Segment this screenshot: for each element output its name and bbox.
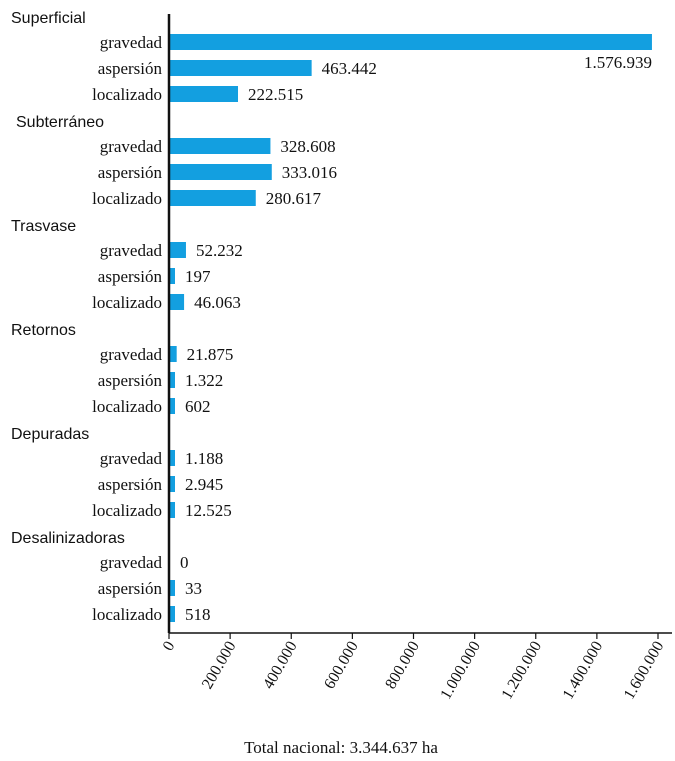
category-label: localizado — [92, 293, 162, 312]
value-label: 12.525 — [185, 501, 232, 520]
group-label: Depuradas — [11, 426, 89, 443]
bar — [170, 450, 175, 466]
bar — [170, 372, 175, 388]
category-label: gravedad — [100, 345, 163, 364]
category-label: aspersión — [98, 267, 163, 286]
value-label: 0 — [180, 553, 189, 572]
value-label: 280.617 — [266, 189, 322, 208]
value-label: 197 — [185, 267, 211, 286]
group-label: Trasvase — [11, 218, 76, 235]
category-label: gravedad — [100, 33, 163, 52]
groups-layer: Superficial gravedad aspersión localizado Su… — [11, 10, 162, 624]
bar — [170, 138, 271, 154]
x-tick-label: 600.000 — [321, 639, 362, 693]
value-label: 463.442 — [322, 59, 377, 78]
category-label: localizado — [92, 189, 162, 208]
group-label: Retornos — [11, 322, 76, 339]
bar — [170, 580, 175, 596]
category-label: localizado — [92, 605, 162, 624]
category-label: aspersión — [98, 579, 163, 598]
bar — [170, 606, 175, 622]
group-label: Subterráneo — [16, 114, 104, 131]
bar — [170, 476, 175, 492]
value-label: 1.322 — [185, 371, 223, 390]
bar — [170, 242, 186, 258]
value-label: 518 — [185, 605, 211, 624]
category-label: aspersión — [98, 371, 163, 390]
group-label: Desalinizadoras — [11, 530, 125, 547]
axis-layer: 0 200.000 400.000 600.000 800.000 1.000.000 1.… — [160, 14, 672, 702]
bar — [170, 294, 185, 310]
category-label: localizado — [92, 501, 162, 520]
bars-layer: 1.576.939 463.442 222.515 328.608 333.016 280… — [170, 34, 652, 624]
value-label: 328.608 — [280, 137, 335, 156]
value-label: 52.232 — [196, 241, 243, 260]
category-label: gravedad — [100, 449, 163, 468]
value-label: 1.576.939 — [584, 53, 652, 72]
x-tick-label: 200.000 — [199, 639, 240, 693]
category-label: aspersión — [98, 59, 163, 78]
bar — [170, 268, 175, 284]
value-label: 602 — [185, 397, 211, 416]
total-footnote: Total nacional: 3.344.637 ha — [244, 738, 438, 757]
x-tick-label: 1.400.000 — [560, 639, 607, 703]
bar — [170, 34, 652, 50]
x-tick-label: 400.000 — [260, 639, 301, 693]
x-tick-label: 1.000.000 — [437, 639, 484, 703]
bar — [170, 502, 175, 518]
bar — [170, 86, 239, 102]
category-label: aspersión — [98, 163, 163, 182]
x-tick-label: 1.600.000 — [621, 639, 668, 703]
value-label: 2.945 — [185, 475, 223, 494]
bar — [170, 60, 312, 76]
bar — [170, 190, 256, 206]
value-label: 33 — [185, 579, 202, 598]
value-label: 46.063 — [194, 293, 241, 312]
x-tick-label: 0 — [160, 639, 179, 654]
group-label: Superficial — [11, 10, 86, 27]
value-label: 222.515 — [248, 85, 303, 104]
bar — [170, 398, 175, 414]
category-label: gravedad — [100, 137, 163, 156]
x-tick-label: 800.000 — [382, 639, 423, 693]
value-label: 21.875 — [187, 345, 234, 364]
x-tick-label: 1.200.000 — [498, 639, 545, 703]
category-label: aspersión — [98, 475, 163, 494]
category-label: localizado — [92, 85, 162, 104]
value-label: 1.188 — [185, 449, 223, 468]
bar — [170, 346, 177, 362]
category-label: localizado — [92, 397, 162, 416]
category-label: gravedad — [100, 553, 163, 572]
value-label: 333.016 — [282, 163, 337, 182]
bar — [170, 164, 272, 180]
category-label: gravedad — [100, 241, 163, 260]
